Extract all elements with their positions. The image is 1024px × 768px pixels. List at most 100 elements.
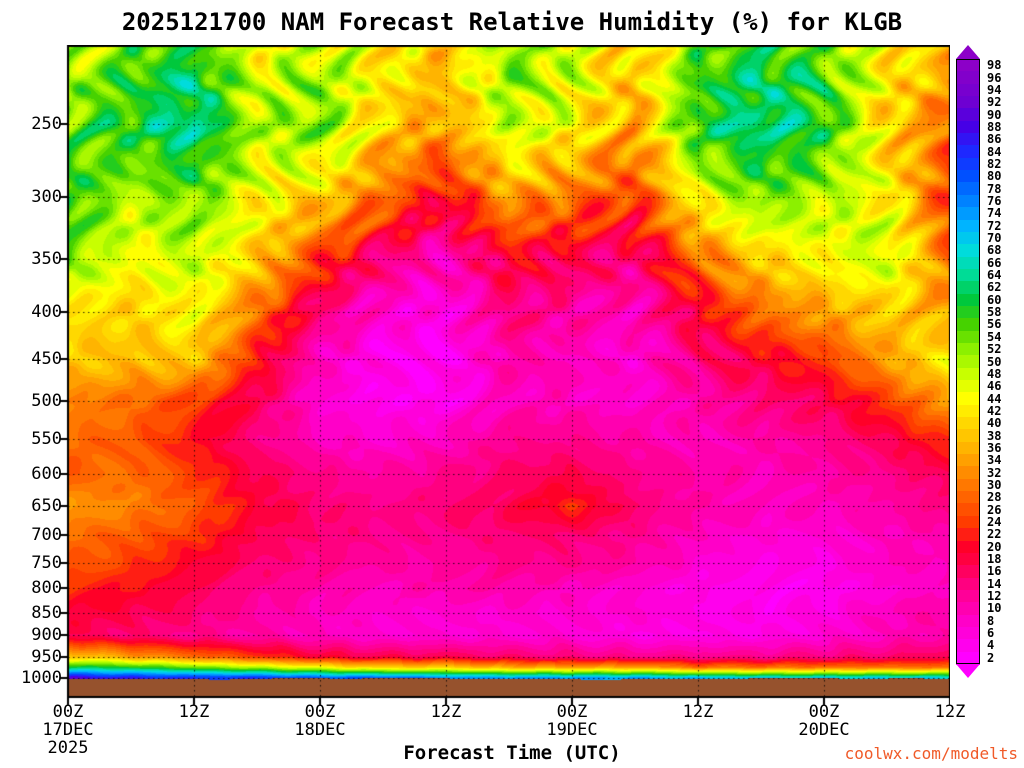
colorbar-cell [956,96,980,109]
colorbar-cell [956,318,980,332]
colorbar-tick-label: 58 [987,305,1002,320]
colorbar-tick-label: 86 [987,132,1002,147]
x-year-label: 2025 [47,738,89,758]
colorbar: 98 96 94 92 90 88 86 84 82 80 78 76 74 72 70 68 66 64 62 60… [956,45,1024,693]
colorbar-arrow-top [956,45,980,59]
colorbar-tick-label: 76 [987,193,1002,208]
colorbar-tick-label: 82 [987,156,1002,171]
y-tick-label: 550 [31,428,62,449]
colorbar-tick-label: 18 [987,552,1002,567]
y-tick-label: 900 [31,625,62,646]
colorbar-tick-label: 92 [987,95,1002,110]
colorbar-tick-label: 8 [987,613,995,628]
colorbar-cell [956,478,980,492]
colorbar-tick-label: 24 [987,515,1002,529]
colorbar-tick-label: 42 [987,403,1002,418]
colorbar-cell [956,454,980,468]
colorbar-cell [956,404,980,418]
colorbar-cell [956,515,980,529]
colorbar-cell [956,194,980,208]
colorbar-tick-label: 68 [987,243,1002,258]
colorbar-tick-label: 60 [987,292,1002,307]
colorbar-tick-label: 26 [987,502,1002,517]
colorbar-cell [956,83,980,97]
x-date-label: 18DEC [294,720,346,740]
y-tick-label: 1000 [21,667,62,688]
colorbar-tick-label: 62 [987,280,1002,295]
colorbar-tick-label: 56 [987,317,1002,332]
colorbar-tick-label: 38 [987,428,1002,443]
heatmap-canvas [58,45,950,707]
colorbar-cell [956,182,980,196]
colorbar-cell [956,589,980,603]
colorbar-cell [956,293,980,307]
colorbar-tick-label: 22 [987,527,1002,542]
colorbar-tick-label: 96 [987,70,1002,85]
colorbar-cell [956,207,980,221]
colorbar-tick-label: 88 [987,119,1002,134]
colorbar-tick-label: 48 [987,366,1002,381]
chart-title: 2025121700 NAM Forecast Relative Humidit… [121,8,903,36]
colorbar-cell [956,528,980,542]
colorbar-cell [956,614,980,628]
colorbar-cell [956,71,980,85]
colorbar-tick-label: 2 [987,650,995,665]
y-tick-label: 800 [31,578,62,599]
colorbar-tick-label: 98 [987,58,1002,73]
colorbar-tick-label: 14 [987,576,1002,591]
colorbar-cell [956,367,980,381]
colorbar-tick-label: 6 [987,626,995,641]
y-tick-label: 500 [31,390,62,411]
colorbar-tick-label: 44 [987,391,1002,406]
colorbar-tick-label: 12 [987,589,1002,604]
colorbar-cell [956,281,980,295]
colorbar-tick-label: 28 [987,490,1002,505]
colorbar-tick-label: 80 [987,169,1002,184]
colorbar-tick-label: 78 [987,181,1002,196]
colorbar-cell [956,417,980,430]
colorbar-tick-label: 16 [987,564,1002,579]
colorbar-tick-label: 90 [987,107,1002,122]
colorbar-cell [956,59,980,72]
colorbar-frame [956,59,980,664]
colorbar-tick-label: 66 [987,255,1002,270]
y-tick-label: 300 [31,186,62,207]
colorbar-cell [956,392,980,406]
colorbar-cell [956,429,980,443]
colorbar-cell [956,466,980,480]
colorbar-tick-label: 34 [987,453,1002,468]
x-axis-title: Forecast Time (UTC) [403,742,621,764]
colorbar-cell [956,231,980,245]
colorbar-cell [956,380,980,393]
colorbar-cell [956,170,980,184]
y-tick-label: 700 [31,525,62,546]
colorbar-cell [956,219,980,233]
colorbar-cell [956,602,980,616]
x-date-label: 17DEC [42,720,94,740]
colorbar-cell [956,491,980,505]
colorbar-cell [956,552,980,566]
colorbar-cell [956,540,980,554]
colorbar-tick-label: 20 [987,539,1002,554]
colorbar-arrow-bottom [956,664,980,678]
colorbar-cell [956,268,980,282]
colorbar-cell [956,133,980,147]
colorbar-tick-label: 74 [987,206,1002,221]
colorbar-cell [956,145,980,159]
y-tick-label: 600 [31,463,62,484]
colorbar-cell [956,565,980,579]
colorbar-cell [956,342,980,356]
colorbar-cell [956,639,980,653]
colorbar-cell [956,330,980,344]
colorbar-tick-label: 36 [987,440,1002,455]
attribution-link[interactable]: coolwx.com/modelts [844,744,1018,763]
colorbar-tick-label: 72 [987,218,1002,233]
y-tick-label: 350 [31,248,62,269]
colorbar-tick-label: 40 [987,416,1002,431]
colorbar-tick-label: 64 [987,268,1002,283]
colorbar-cell [956,651,980,665]
y-tick-label: 850 [31,602,62,623]
colorbar-tick-label: 4 [987,638,995,653]
colorbar-tick-label: 30 [987,477,1002,492]
